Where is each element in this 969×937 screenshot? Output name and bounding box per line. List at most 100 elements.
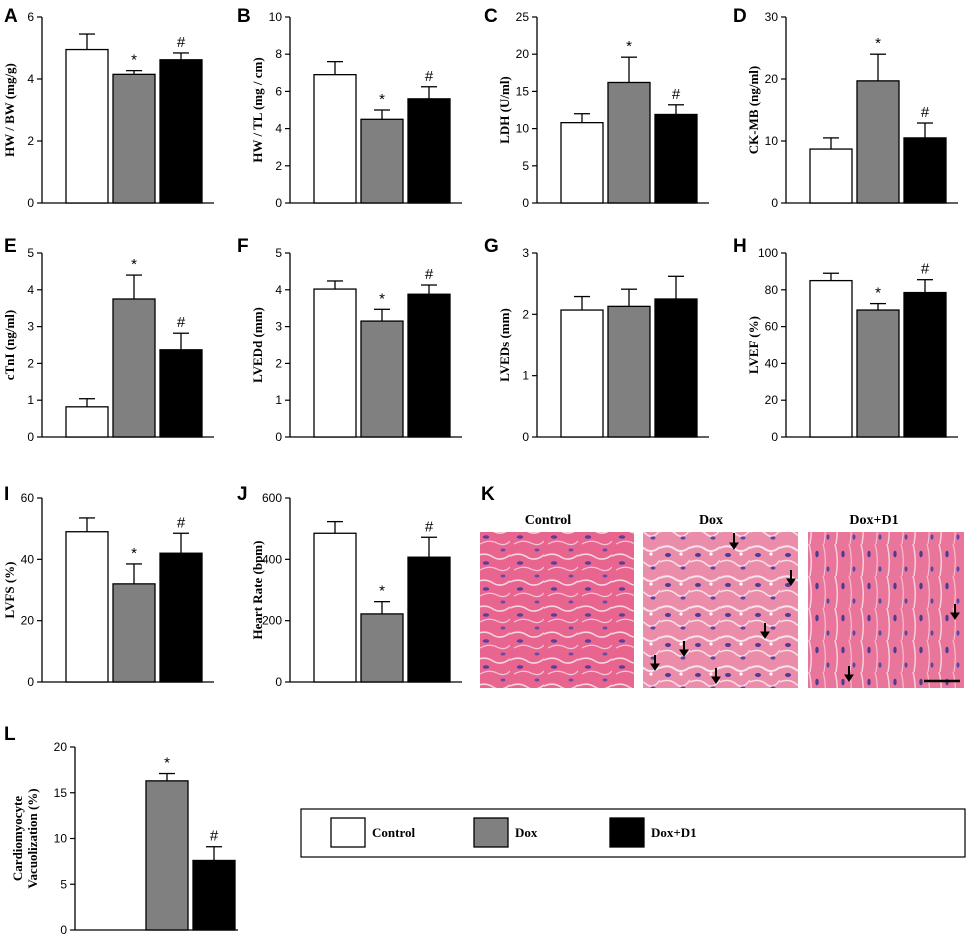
panel-letter-I: I	[4, 484, 9, 505]
bar-dox-d1	[407, 293, 451, 438]
bar-control	[313, 532, 357, 683]
bar-dox	[607, 81, 651, 204]
y-axis-label: LDH (U/ml)	[497, 76, 512, 144]
bar-dox	[856, 80, 900, 204]
significance-hash: #	[177, 34, 186, 51]
y-tick-label: 1	[522, 369, 529, 383]
y-tick-label: 6	[27, 10, 34, 24]
arrow-icon	[950, 604, 960, 620]
chart-E: E 0 1 2 3 4 5 cTnI (ng/ml) * #	[2, 236, 214, 444]
y-tick-label: 60	[21, 491, 35, 505]
y-tick-label: 4	[27, 283, 34, 297]
y-tick-label: 3	[522, 246, 529, 260]
significance-star: *	[131, 52, 137, 69]
y-tick-label: 2	[275, 356, 282, 370]
legend-swatch-dox-d1	[609, 817, 645, 848]
y-axis-label: LVEDs (mm)	[497, 308, 512, 382]
y-tick-label: 100	[758, 246, 778, 260]
y-tick-label: 0	[522, 196, 529, 210]
panel-letter-K: K	[481, 484, 495, 505]
legend-label: Control	[372, 825, 415, 840]
bar-control	[313, 288, 357, 438]
y-tick-label: 0	[522, 430, 529, 444]
y-tick-label: 5	[275, 246, 282, 260]
y-tick-label: 20	[765, 393, 779, 407]
y-axis-label: Heart Rate (bpm)	[250, 541, 265, 640]
legend-label: Dox	[515, 825, 538, 840]
panel-letter-C: C	[484, 6, 498, 27]
y-tick-label: 2	[275, 159, 282, 173]
y-tick-label: 10	[516, 122, 530, 136]
significance-hash: #	[425, 68, 434, 85]
chart-H: H 0 20 40 60 80 100 LVEF (%) * #	[733, 236, 958, 444]
chart-J: J 0 200 400 600 Heart Rate (bpm) * #	[237, 484, 462, 689]
y-tick-label: 0	[771, 430, 778, 444]
y-tick-label: 1	[275, 393, 282, 407]
significance-star: *	[626, 38, 632, 55]
chart-C: C 0 5 10 15 20 25 LDH (U/ml) * #	[484, 6, 709, 210]
y-tick-label: 0	[275, 675, 282, 689]
significance-star: *	[131, 545, 137, 562]
significance-star: *	[164, 755, 170, 772]
panel-letter-F: F	[237, 236, 249, 257]
arrow-icon	[711, 668, 721, 684]
histology-image-dox	[643, 532, 798, 688]
bar-dox-d1	[407, 556, 451, 683]
y-tick-label: 5	[60, 877, 67, 891]
significance-star: *	[875, 285, 881, 302]
y-tick-label: 15	[54, 786, 68, 800]
y-axis-label: cTnI (ng/ml)	[2, 310, 17, 380]
y-tick-label: 0	[275, 196, 282, 210]
arrow-markers	[650, 533, 960, 684]
y-tick-label: 4	[275, 283, 282, 297]
significance-hash: #	[921, 261, 930, 278]
y-tick-label: 40	[765, 356, 779, 370]
bar-control	[560, 121, 604, 204]
significance-star: *	[875, 35, 881, 52]
y-axis-label: LVEF (%)	[746, 316, 761, 374]
y-tick-label: 3	[275, 320, 282, 334]
significance-hash: #	[672, 86, 681, 103]
panel-letter-G: G	[484, 236, 499, 257]
bar-dox	[360, 118, 404, 204]
chart-D: D 0 10 20 30 CK-MB (ng/ml) * #	[733, 6, 958, 210]
bar-dox	[112, 583, 156, 683]
bar-dox-d1	[159, 349, 203, 438]
significance-star: *	[379, 583, 385, 600]
y-tick-label: 10	[765, 134, 779, 148]
y-axis-label: HW / BW (mg/g)	[2, 63, 17, 157]
bar-control	[65, 48, 109, 204]
arrow-icon	[729, 533, 739, 550]
y-tick-label: 2	[27, 356, 34, 370]
histology-title-control: Control	[525, 513, 572, 528]
panel-letter-H: H	[733, 236, 747, 257]
y-tick-label: 20	[516, 47, 530, 61]
bar-dox-d1	[903, 291, 947, 438]
y-tick-label: 4	[275, 122, 282, 136]
legend-swatch-dox	[473, 817, 509, 848]
significance-hash: #	[921, 104, 930, 121]
y-tick-label: 0	[275, 430, 282, 444]
y-tick-label: 2	[522, 307, 529, 321]
bar-dox-d1	[159, 59, 203, 204]
panel-letter-A: A	[4, 6, 18, 27]
y-tick-label: 200	[262, 614, 282, 628]
histology-title-dox-d1: Dox+D1	[849, 513, 898, 528]
panel-letter-E: E	[4, 236, 17, 257]
y-tick-label: 0	[27, 430, 34, 444]
histology-image-dox-d1	[808, 532, 964, 688]
bar-dox	[112, 73, 156, 204]
y-tick-label: 20	[765, 72, 779, 86]
legend: Control Dox Dox+D1	[300, 808, 966, 858]
y-tick-label: 0	[27, 196, 34, 210]
y-tick-label: 15	[516, 84, 530, 98]
y-tick-label: 6	[275, 84, 282, 98]
significance-hash: #	[177, 514, 186, 531]
y-tick-label: 10	[54, 832, 68, 846]
y-tick-label: 4	[27, 72, 34, 86]
y-tick-label: 0	[60, 923, 67, 937]
y-tick-label: 25	[516, 10, 530, 24]
bar-dox-d1	[159, 552, 203, 683]
